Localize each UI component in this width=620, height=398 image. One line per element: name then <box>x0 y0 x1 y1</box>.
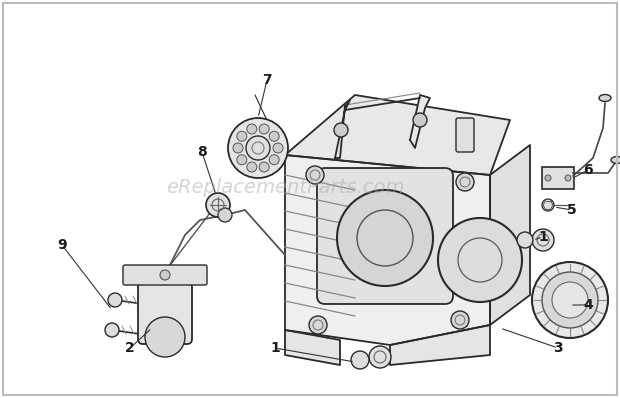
Text: 1: 1 <box>270 341 280 355</box>
Text: 2: 2 <box>125 341 135 355</box>
FancyBboxPatch shape <box>123 265 207 285</box>
Circle shape <box>542 272 598 328</box>
Ellipse shape <box>599 94 611 101</box>
Text: 4: 4 <box>583 298 593 312</box>
Circle shape <box>451 311 469 329</box>
Circle shape <box>228 118 288 178</box>
Circle shape <box>269 131 279 141</box>
Circle shape <box>108 293 122 307</box>
Polygon shape <box>285 330 340 365</box>
Polygon shape <box>490 145 530 325</box>
Circle shape <box>552 282 588 318</box>
Circle shape <box>306 166 324 184</box>
Text: 1: 1 <box>538 230 548 244</box>
Circle shape <box>532 229 554 251</box>
Circle shape <box>542 199 554 211</box>
FancyBboxPatch shape <box>138 282 192 344</box>
Circle shape <box>206 193 230 217</box>
Polygon shape <box>285 95 510 175</box>
Circle shape <box>147 283 157 293</box>
Text: 8: 8 <box>197 145 207 159</box>
Circle shape <box>247 124 257 134</box>
Circle shape <box>105 323 119 337</box>
Text: eReplacementParts.com: eReplacementParts.com <box>166 178 404 197</box>
Polygon shape <box>335 100 350 158</box>
Circle shape <box>233 143 243 153</box>
Polygon shape <box>410 95 430 148</box>
Circle shape <box>259 162 269 172</box>
Circle shape <box>237 131 247 141</box>
Circle shape <box>246 136 270 160</box>
Polygon shape <box>285 155 490 345</box>
Text: 3: 3 <box>553 341 563 355</box>
Ellipse shape <box>611 156 620 164</box>
Circle shape <box>369 346 391 368</box>
Circle shape <box>309 316 327 334</box>
Circle shape <box>145 317 185 357</box>
Circle shape <box>413 113 427 127</box>
FancyBboxPatch shape <box>542 167 574 189</box>
Circle shape <box>517 232 533 248</box>
Circle shape <box>438 218 522 302</box>
Circle shape <box>456 173 474 191</box>
Circle shape <box>337 190 433 286</box>
Circle shape <box>259 124 269 134</box>
Circle shape <box>532 262 608 338</box>
Circle shape <box>160 270 170 280</box>
Circle shape <box>545 175 551 181</box>
Text: 5: 5 <box>567 203 577 217</box>
Circle shape <box>269 155 279 165</box>
FancyBboxPatch shape <box>317 168 453 304</box>
Circle shape <box>565 175 571 181</box>
Circle shape <box>218 208 232 222</box>
Polygon shape <box>390 325 490 365</box>
Text: 7: 7 <box>262 73 272 87</box>
Text: 6: 6 <box>583 163 593 177</box>
Circle shape <box>237 155 247 165</box>
Circle shape <box>351 351 369 369</box>
Text: 9: 9 <box>57 238 67 252</box>
Circle shape <box>334 123 348 137</box>
Circle shape <box>273 143 283 153</box>
Circle shape <box>247 162 257 172</box>
FancyBboxPatch shape <box>456 118 474 152</box>
